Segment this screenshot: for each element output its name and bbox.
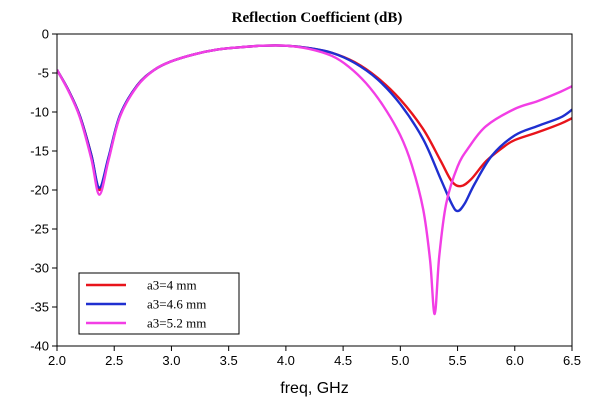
y-tick-label: -15: [30, 144, 49, 159]
legend-label-2: a3=4.6 mm: [147, 297, 206, 312]
y-tick-label: -20: [30, 183, 49, 198]
y-tick-label: 0: [42, 27, 49, 42]
y-axis-ticks: 0 -5 -10 -15 -20 -25 -30 -35 -40: [30, 27, 57, 354]
y-tick-label: -40: [30, 339, 49, 354]
x-tick-label: 4.0: [277, 353, 295, 368]
legend-label-3: a3=5.2 mm: [147, 316, 206, 331]
plot-area-frame: [56, 33, 573, 347]
legend: a3=4 mm a3=4.6 mm a3=5.2 mm: [78, 272, 240, 335]
chart-title: Reflection Coefficient (dB): [232, 10, 403, 26]
x-tick-label: 3.5: [220, 353, 238, 368]
x-tick-label: 5.0: [391, 353, 409, 368]
y-tick-label: -35: [30, 300, 49, 315]
x-tick-label: 2.0: [48, 353, 66, 368]
x-tick-label: 3.0: [162, 353, 180, 368]
y-tick-label: -30: [30, 261, 49, 276]
series-line-1: [57, 44, 572, 192]
x-tick-label: 6.0: [506, 353, 524, 368]
series-layer: [57, 44, 572, 316]
series-line-3: [57, 44, 572, 316]
x-axis-label: freq, GHz: [280, 380, 348, 397]
y-tick-label: -5: [37, 66, 49, 81]
x-tick-label: 6.5: [563, 353, 581, 368]
legend-label-1: a3=4 mm: [147, 278, 197, 293]
x-tick-label: 4.5: [334, 353, 352, 368]
x-axis-ticks: 2.0 2.5 3.0 3.5 4.0 4.5 5.0 5.5 6.0 6.5: [48, 346, 581, 368]
series-line-2: [57, 44, 572, 213]
y-tick-label: -25: [30, 222, 49, 237]
y-tick-label: -10: [30, 105, 49, 120]
x-tick-label: 2.5: [105, 353, 123, 368]
x-tick-label: 5.5: [449, 353, 467, 368]
